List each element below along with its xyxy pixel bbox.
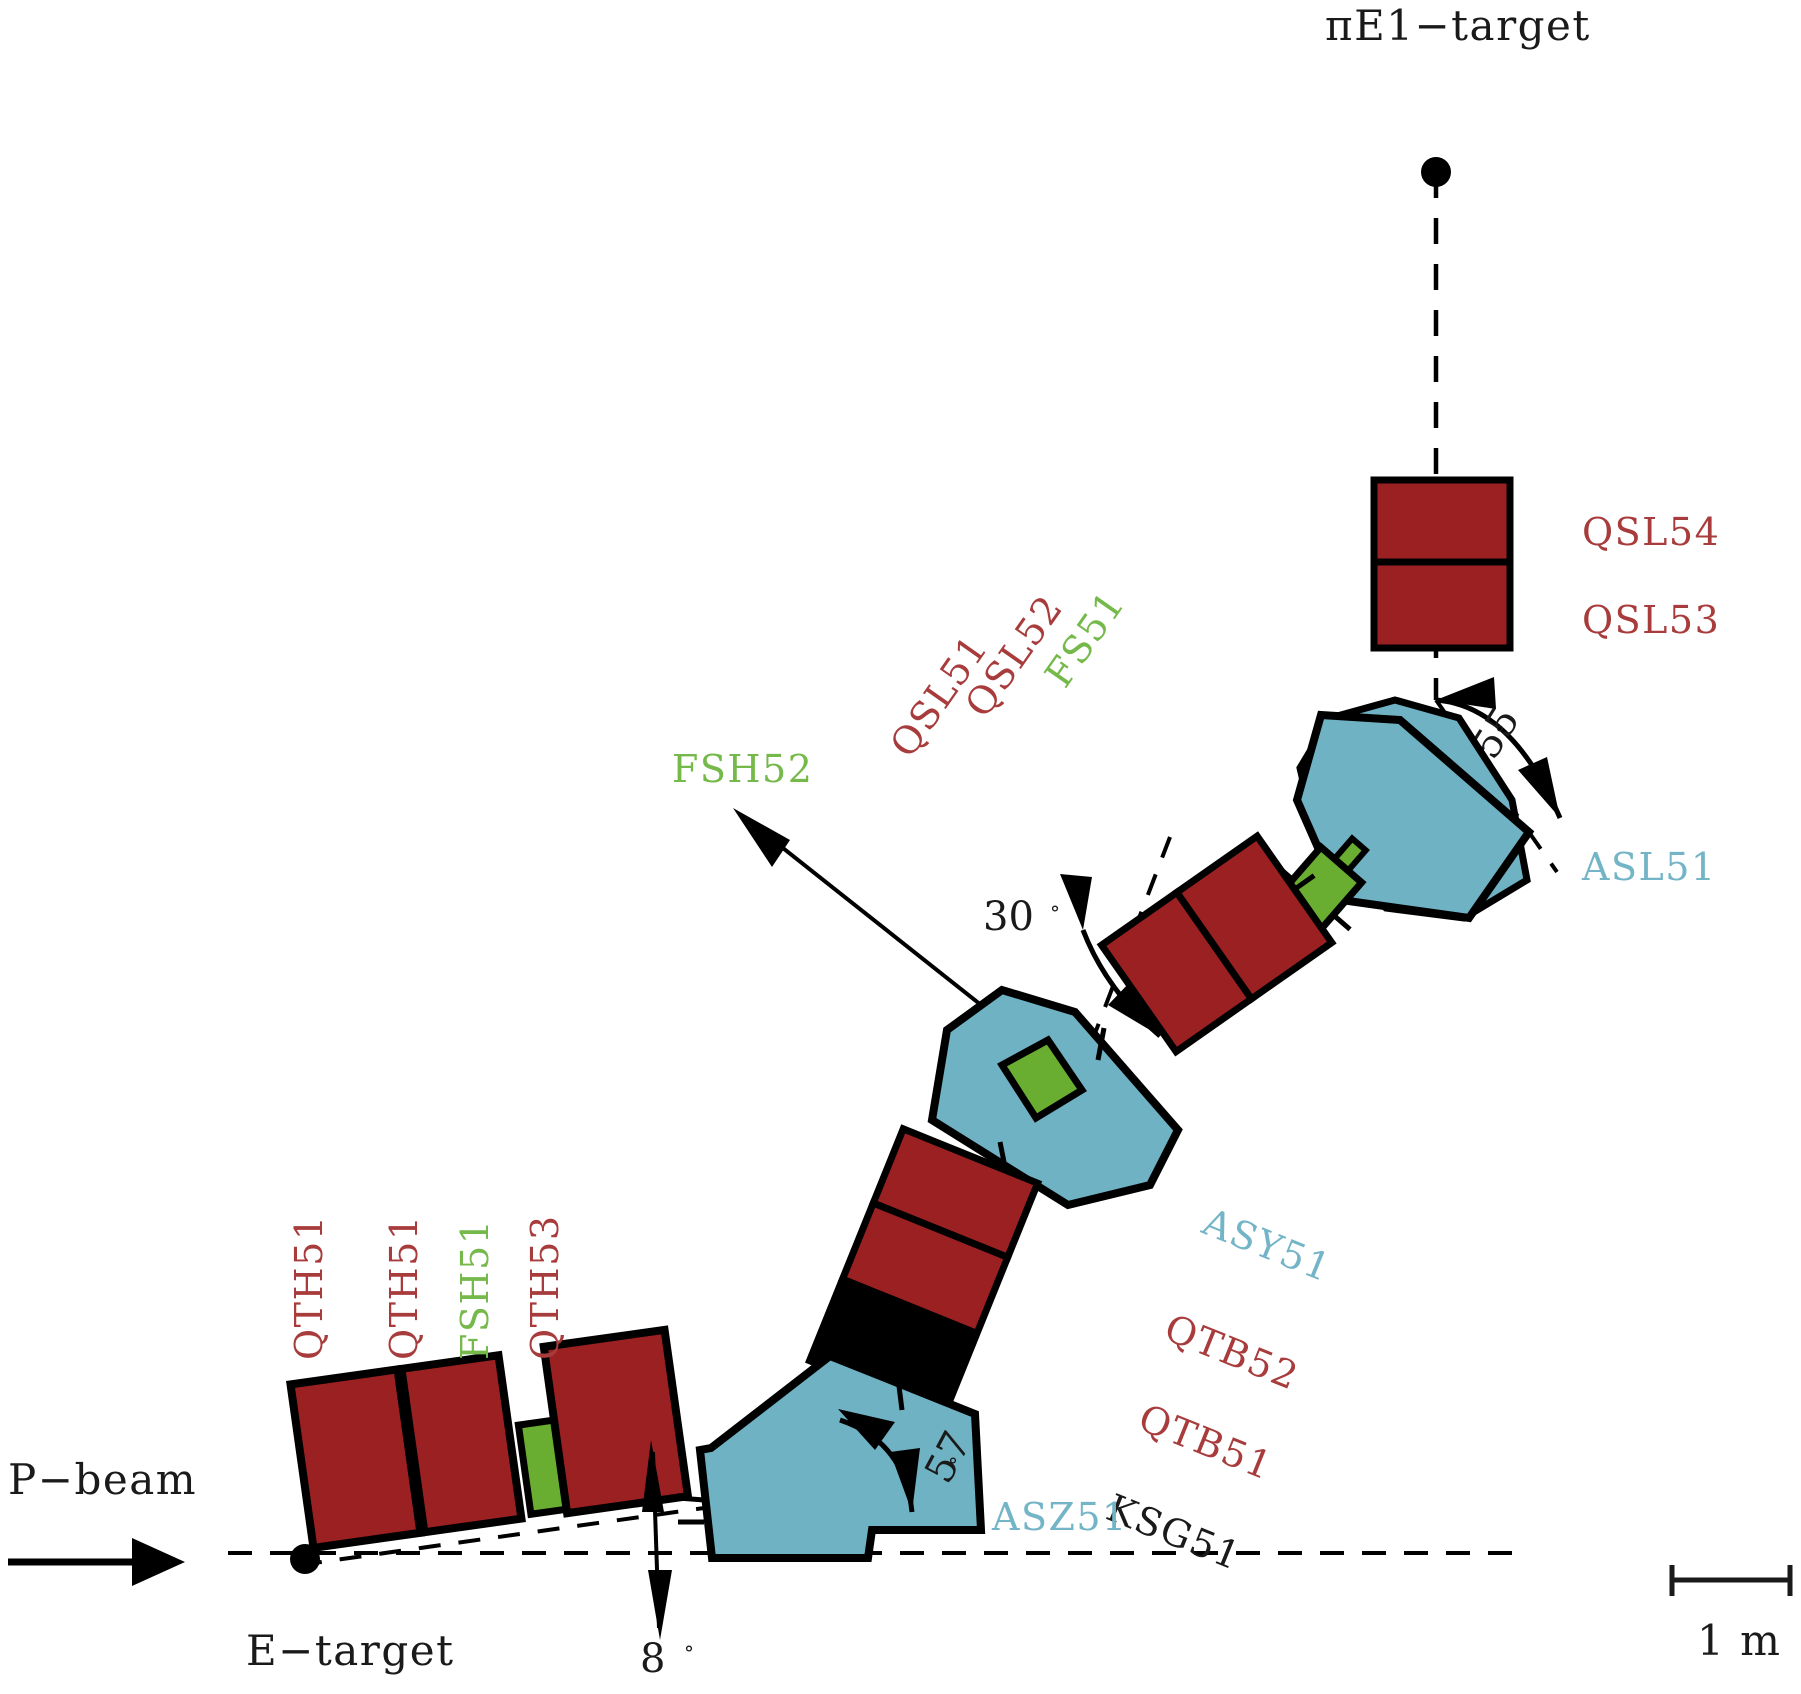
bender-ASY51 xyxy=(927,985,1183,1210)
pie1-target-point xyxy=(1421,157,1451,187)
slit-FS51-tick-right xyxy=(1331,913,1352,932)
label-ASL51: ASL51 xyxy=(1581,845,1717,889)
label-FSH52: FSH52 xyxy=(672,747,813,791)
angle-30-degree-symbol: ° xyxy=(1050,901,1060,925)
bender-ASY51-slit xyxy=(997,1035,1087,1123)
label-E-target: E−target xyxy=(246,1626,454,1675)
angle-8-degree-symbol: ° xyxy=(684,1641,694,1665)
label-ASY51: ASY51 xyxy=(1196,1199,1338,1291)
angle-57-degree-symbol: ° xyxy=(948,1453,958,1477)
magnet-QTH51a-body xyxy=(286,1364,425,1553)
page-title: πE1−target xyxy=(1325,1,1591,50)
angle-8-value: 8 xyxy=(640,1636,665,1682)
label-QSL53: QSL53 xyxy=(1582,598,1720,642)
magnet-QSL54-body xyxy=(1370,476,1514,566)
angle-8-indicator xyxy=(642,1440,672,1640)
magnet-QSL54-QSL53 xyxy=(1370,476,1514,652)
magnet-QTB51-body xyxy=(837,1198,1013,1338)
label-QTH53: QTH53 xyxy=(523,1215,567,1361)
bender-ASZ51 xyxy=(677,1351,986,1562)
label-QTH51a: QTH51 xyxy=(287,1215,331,1361)
label-FSH51: FSH51 xyxy=(453,1219,497,1360)
label-QTH51b: QTH51 xyxy=(382,1215,426,1361)
proton-beam-arrow xyxy=(8,1538,185,1586)
angle-30-indicator xyxy=(1060,874,1162,1038)
angle-55-indicator xyxy=(1435,677,1563,819)
magnet-QTB52-QTB51 xyxy=(837,1124,1043,1338)
label-scale: 1 m xyxy=(1697,1616,1781,1665)
magnet-QSL52-QSL51 xyxy=(1096,831,1337,1057)
slit-FSH52-arrow xyxy=(733,808,1002,1022)
magnet-string-bottom xyxy=(286,1325,693,1553)
asl51-exit-axis xyxy=(1434,698,1559,874)
label-QTB51: QTB51 xyxy=(1133,1396,1280,1489)
etarget-exit-axis xyxy=(299,1484,861,1567)
angle-55-degree-symbol: ° xyxy=(1495,721,1505,745)
label-ASZ51: ASZ51 xyxy=(991,1495,1128,1539)
scale-bar xyxy=(1669,1565,1793,1596)
bender-ASY51-tick-top xyxy=(1095,1027,1107,1061)
magnet-QTH51b-body xyxy=(396,1350,526,1537)
label-P-beam: P−beam xyxy=(8,1455,197,1504)
magnet-QSL53-body xyxy=(1370,558,1514,652)
bender-ASZ51-tick-top xyxy=(895,1377,905,1411)
label-QSL54: QSL54 xyxy=(1582,510,1720,554)
label-QTB52: QTB52 xyxy=(1159,1306,1306,1399)
magnet-QSL51-tick xyxy=(1293,873,1316,892)
angle-30-value: 30 xyxy=(983,894,1034,940)
